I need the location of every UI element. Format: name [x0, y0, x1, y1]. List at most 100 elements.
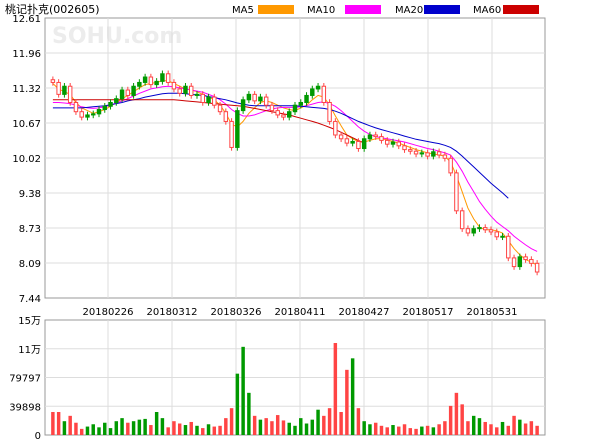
volume-bar — [56, 412, 61, 435]
legend-ma10-label: MA10 — [307, 5, 335, 16]
volume-bar — [97, 427, 101, 435]
volume-bar — [483, 421, 487, 435]
volume-bar — [275, 415, 280, 435]
price-y-axis: 12.61 11.96 11.32 10.67 10.02 9.38 8.73 8.09 7.4… — [12, 14, 41, 305]
candle-body — [171, 81, 177, 90]
candle-body — [442, 154, 448, 159]
price-tick-label: 11.96 — [12, 49, 41, 60]
volume-bar — [126, 422, 130, 435]
volume-bar — [316, 409, 320, 435]
date-tick-label: 20180517 — [403, 307, 454, 318]
volume-bar — [241, 346, 245, 435]
candle-body — [160, 73, 165, 82]
price-tick-label: 10.02 — [12, 154, 41, 165]
price-tick-label: 7.44 — [19, 294, 41, 305]
volume-bar — [264, 418, 268, 435]
candle-body — [148, 76, 154, 86]
candle-body — [108, 101, 113, 107]
volume-bar — [131, 421, 136, 435]
candle-body — [258, 96, 263, 102]
candle-body — [494, 231, 499, 238]
candle-body — [517, 256, 523, 268]
candle-body — [194, 93, 200, 96]
candle-body — [327, 101, 332, 122]
volume-bar — [350, 358, 355, 435]
volume-bar — [235, 373, 240, 435]
candle-body — [465, 228, 471, 234]
candle-body — [125, 89, 131, 96]
candle-body — [448, 157, 453, 174]
candle-body — [50, 79, 56, 83]
volume-bar — [373, 422, 378, 435]
volume-bar — [345, 369, 349, 435]
date-tick-label: 20180411 — [275, 307, 326, 318]
volume-bar — [149, 425, 153, 435]
candle-body — [206, 96, 211, 103]
candle-body — [361, 138, 367, 150]
candles — [50, 70, 540, 276]
candle-body — [292, 104, 298, 113]
volume-bar — [535, 425, 539, 435]
date-tick-label: 20180226 — [83, 307, 134, 318]
volume-bar — [304, 423, 309, 435]
price-tick-label: 12.61 — [12, 14, 41, 25]
legend-ma5-swatch — [258, 5, 294, 14]
candle-body — [137, 81, 142, 87]
volume-bar — [189, 421, 193, 435]
volume-tick-label: 79797 — [9, 374, 41, 385]
volume-bar — [420, 426, 424, 435]
candle-body — [246, 93, 252, 101]
volume-bar — [408, 428, 413, 435]
volume-bar — [310, 419, 315, 435]
price-panel: SOHU.com 12.61 11.96 11.32 10.67 10.02 9.38 8.… — [12, 14, 546, 305]
candle-body — [529, 259, 534, 264]
candle-body — [269, 104, 275, 112]
candle-body — [396, 141, 401, 147]
candle-body — [114, 98, 119, 103]
volume-bar — [252, 415, 257, 435]
candle-body — [240, 99, 246, 112]
volume-bar — [103, 422, 107, 435]
candle-body — [477, 227, 482, 230]
volume-bar — [460, 404, 464, 435]
candle-body — [534, 262, 540, 273]
candle-body — [56, 81, 61, 95]
candle-body — [212, 96, 217, 106]
candle-body — [338, 134, 344, 140]
volume-bar — [218, 425, 222, 435]
price-grid — [45, 18, 545, 298]
volume-bar — [466, 421, 470, 435]
candle-body — [356, 140, 361, 150]
ma-line-ma20 — [52, 92, 509, 199]
candle-body — [402, 145, 407, 151]
candle-body — [408, 149, 413, 152]
volume-bar — [414, 428, 418, 435]
candle-body — [102, 105, 107, 111]
volume-bar — [137, 419, 142, 435]
candle-body — [454, 172, 459, 212]
candle-body — [315, 85, 321, 90]
volume-tick-label: 0 — [35, 431, 41, 440]
volume-bar — [299, 418, 303, 435]
volume-bar — [402, 424, 407, 435]
candle-body — [321, 85, 327, 103]
volume-bar — [160, 418, 165, 435]
candle-body — [165, 73, 171, 83]
candle-body — [350, 140, 355, 144]
volume-bar — [206, 424, 211, 435]
candle-body — [511, 257, 517, 268]
date-tick-label: 20180326 — [211, 307, 262, 318]
candle-body — [73, 101, 79, 113]
candle-body — [413, 150, 419, 155]
volume-bar — [201, 428, 205, 435]
volume-bar — [293, 425, 297, 435]
candle-body — [500, 235, 505, 238]
price-tick-label: 8.09 — [19, 259, 41, 270]
volume-bar — [177, 423, 182, 435]
candle-body — [85, 114, 90, 118]
price-tick-label: 8.73 — [19, 224, 41, 235]
legend-ma5: MA5 — [232, 5, 294, 16]
candle-body — [431, 151, 436, 157]
volume-bar — [74, 422, 78, 435]
volume-bar — [154, 412, 159, 435]
